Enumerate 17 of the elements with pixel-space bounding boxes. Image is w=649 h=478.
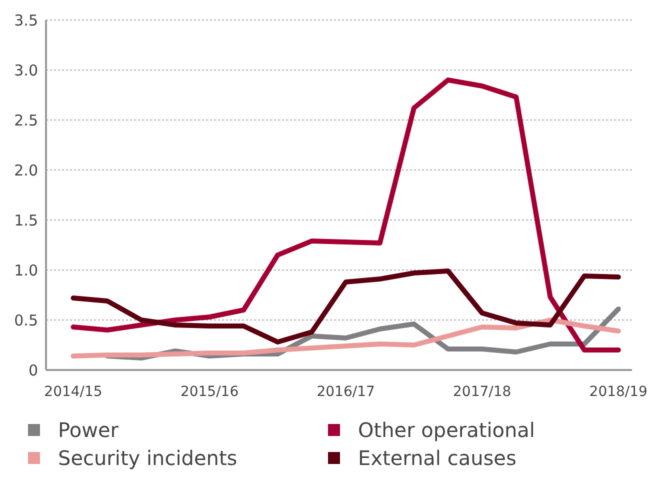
legend-label: Security incidents: [58, 446, 238, 470]
y-tick-label: 1.5: [14, 211, 38, 230]
y-tick-label: 0: [28, 361, 38, 380]
y-tick-label: 3.0: [14, 61, 38, 80]
legend-label: Power: [58, 418, 118, 442]
y-tick-label: 0.5: [14, 311, 38, 330]
y-tick-label: 2.5: [14, 111, 38, 130]
x-tick-label: 2017/18: [453, 384, 512, 400]
legend-label: External causes: [358, 446, 516, 470]
x-tick-label: 2014/15: [44, 384, 102, 400]
y-tick-label: 2.0: [14, 161, 38, 180]
x-tick-label: 2015/16: [180, 384, 239, 400]
legend-label: Other operational: [358, 418, 535, 442]
x-tick-label: 2016/17: [316, 384, 375, 400]
x-tick-label: 2018/19: [589, 384, 648, 400]
y-tick-label: 3.5: [14, 11, 38, 30]
y-tick-label: 1.0: [14, 261, 38, 280]
